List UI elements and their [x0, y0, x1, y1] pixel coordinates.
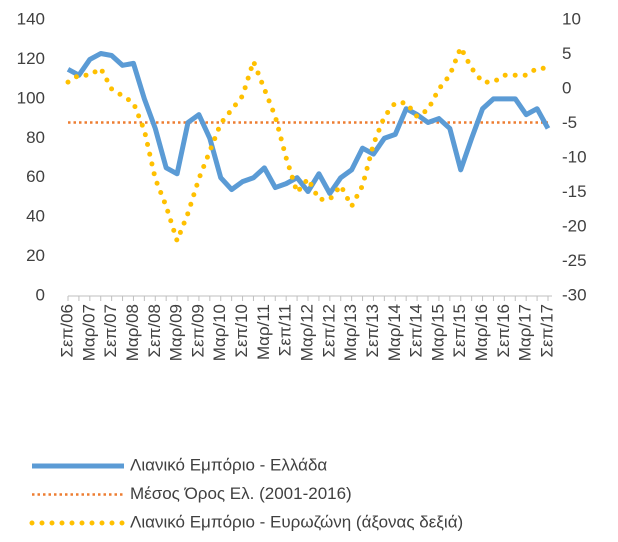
- x-tick-label: Μαρ/16: [472, 304, 491, 361]
- x-tick-label: Σεπ/07: [101, 304, 120, 357]
- series-line: [66, 51, 551, 196]
- legend-label: Λιανικό Εμπόριο - Ευρωζώνη (άξονας δεξιά…: [130, 512, 463, 531]
- x-tick-label: Σεπ/09: [188, 304, 207, 357]
- y2-tick-label: -20: [562, 216, 587, 235]
- x-tick-label: Μαρ/08: [123, 304, 142, 361]
- x-tick-label: Σεπ/11: [276, 304, 295, 356]
- y2-tick-label: 0: [562, 78, 571, 97]
- y-tick-label: 120: [17, 49, 45, 68]
- x-tick-label: Σεπ/13: [363, 304, 382, 357]
- x-tick-label: Σεπ/06: [57, 304, 76, 357]
- x-tick-label: Μαρ/09: [167, 304, 186, 361]
- y-tick-label: 140: [17, 9, 45, 28]
- x-tick-label: Σεπ/16: [494, 304, 513, 357]
- x-tick-label: Σεπ/17: [537, 304, 556, 357]
- y2-tick-label: -5: [562, 113, 577, 132]
- y2-tick-label: -10: [562, 147, 587, 166]
- y-tick-label: 20: [26, 246, 45, 265]
- x-tick-label: Μαρ/17: [516, 304, 535, 361]
- x-tick-label: Μαρ/10: [210, 304, 229, 361]
- y2-tick-label: 5: [562, 44, 571, 63]
- series-line: [65, 41, 551, 249]
- y2-tick-label: -25: [562, 251, 587, 270]
- x-tick-label: Σεπ/12: [319, 304, 338, 357]
- y2-tick-label: -15: [562, 182, 587, 201]
- x-tick-label: Μαρ/11: [254, 304, 273, 360]
- legend-label: Λιανικό Εμπόριο - Ελλάδα: [130, 455, 327, 474]
- x-tick-label: Μαρ/13: [341, 304, 360, 361]
- x-tick-label: Σεπ/08: [145, 304, 164, 357]
- x-tick-label: Μαρ/07: [79, 304, 98, 361]
- y-tick-label: 0: [36, 285, 45, 304]
- y2-tick-label: -30: [562, 285, 587, 304]
- x-tick-label: Μαρ/15: [428, 304, 447, 361]
- x-tick-label: Μαρ/14: [385, 304, 404, 361]
- x-tick-label: Σεπ/10: [232, 304, 251, 357]
- y2-tick-label: 10: [562, 9, 581, 28]
- y-tick-label: 60: [26, 167, 45, 186]
- y-tick-label: 100: [17, 88, 45, 107]
- y-tick-label: 80: [26, 128, 45, 147]
- x-tick-label: Σεπ/14: [407, 304, 426, 357]
- legend-label: Μέσος Όρος Ελ. (2001-2016): [130, 484, 352, 503]
- x-tick-label: Σεπ/15: [450, 304, 469, 357]
- y-tick-label: 40: [26, 207, 45, 226]
- x-tick-label: Μαρ/12: [297, 304, 316, 361]
